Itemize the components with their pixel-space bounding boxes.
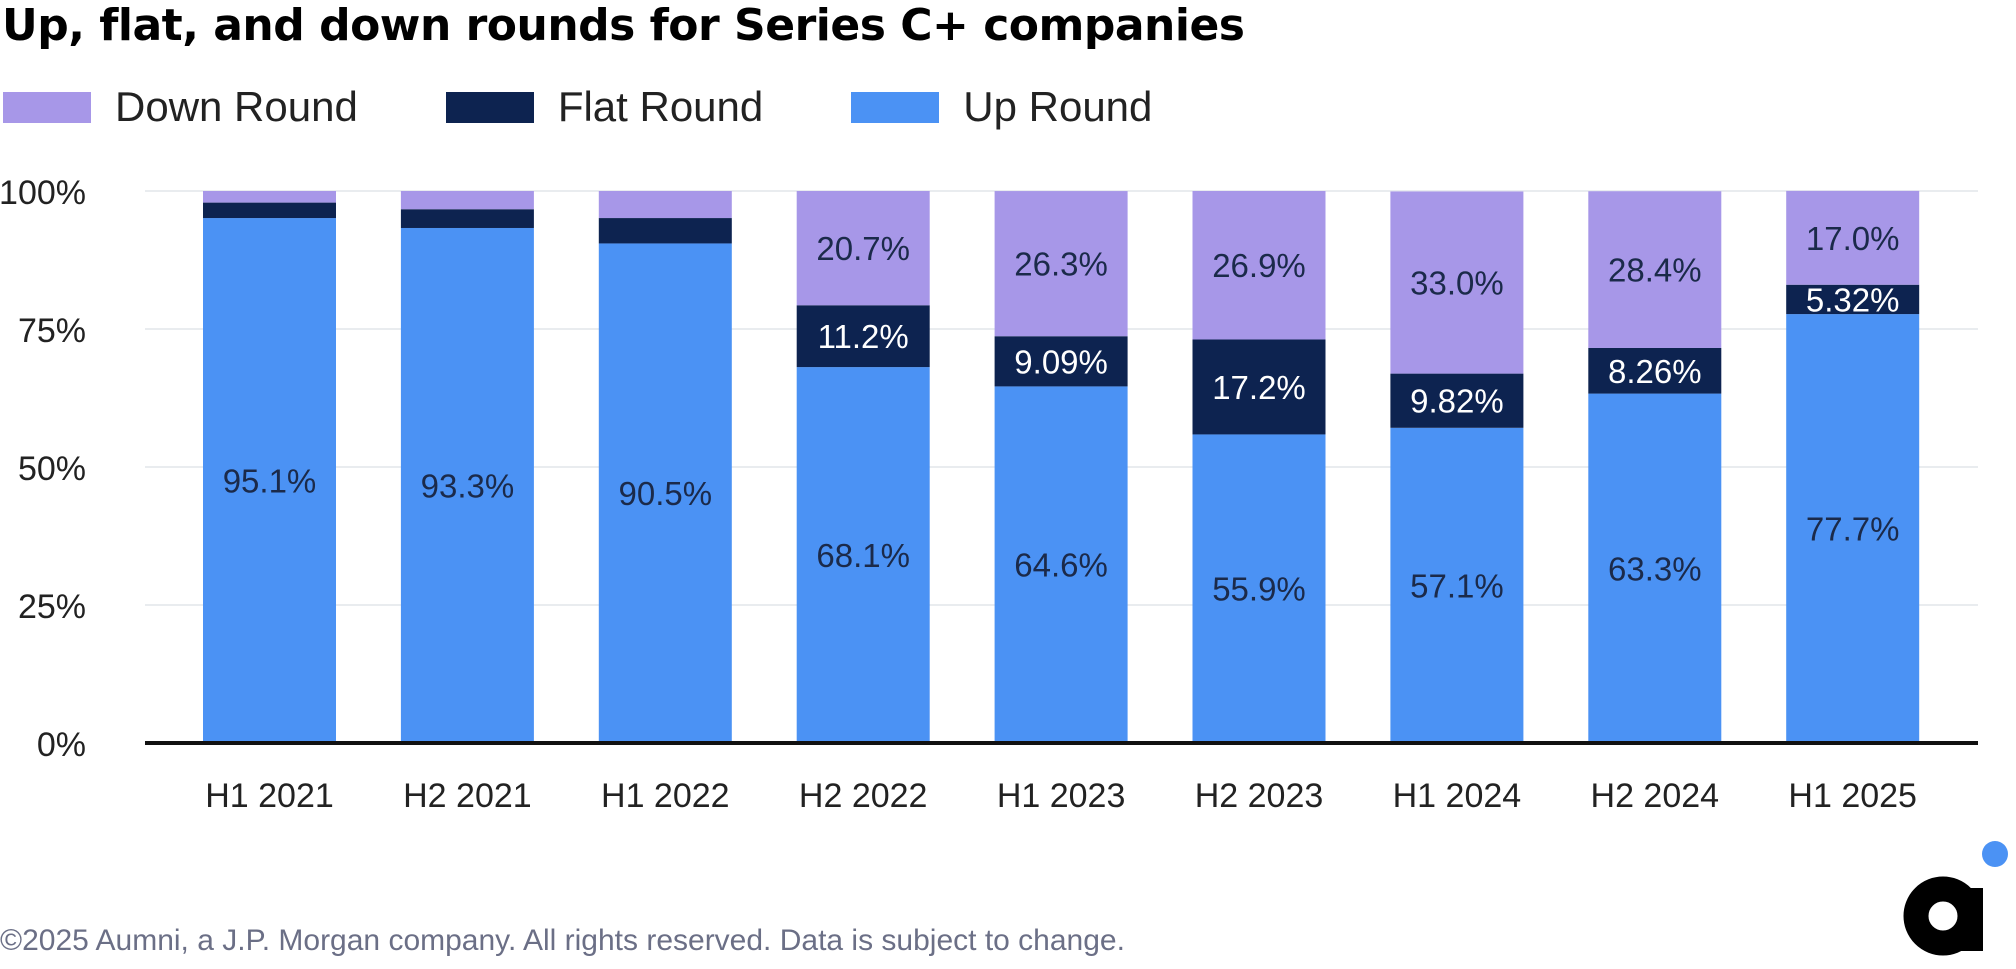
y-tick-label: 100% — [0, 174, 86, 212]
chart-title: Up, flat, and down rounds for Series C+ … — [2, 0, 1245, 51]
bar-segment-up-round — [598, 243, 732, 743]
bar-segment-flat-round — [994, 336, 1128, 387]
legend-label-flat-round: Flat Round — [557, 83, 764, 130]
bar-segment-down-round — [1192, 191, 1326, 340]
legend-swatch-flat-round — [445, 91, 534, 123]
bar-segment-flat-round — [1192, 339, 1326, 435]
legend-swatch-down-round — [3, 91, 91, 123]
data-label: 55.9% — [1212, 571, 1306, 608]
bar-segment-down-round — [598, 191, 732, 219]
legend-label-up-round: Up Round — [963, 83, 1153, 130]
bar-segment-down-round — [1588, 191, 1722, 348]
bar-segment-up-round — [994, 386, 1128, 743]
y-tick-label: 0% — [37, 726, 86, 764]
data-label: 26.3% — [1014, 246, 1108, 283]
data-label: 90.5% — [619, 475, 713, 512]
data-label: 57.1% — [1410, 567, 1504, 604]
bar-segment-down-round — [1390, 191, 1524, 374]
data-label: 93.3% — [421, 467, 515, 504]
bar-segment-flat-round — [796, 305, 930, 368]
x-tick-label: H1 2021 — [205, 777, 334, 815]
x-tick-label: H2 2022 — [799, 777, 928, 815]
bar-segment-down-round — [400, 191, 534, 210]
data-label: 33.0% — [1410, 265, 1504, 302]
bar-segment-flat-round — [598, 218, 732, 244]
legend-item-up-round: Up Round — [851, 83, 1152, 131]
legend-label-down-round: Down Round — [115, 83, 358, 130]
bar-segment-flat-round — [1786, 284, 1920, 315]
data-label: 63.3% — [1608, 550, 1702, 587]
data-label: 17.2% — [1212, 369, 1306, 406]
chart-legend: Down Round Flat Round Up Round — [3, 82, 1240, 132]
x-tick-label: H2 2021 — [403, 777, 532, 815]
data-label: 20.7% — [816, 230, 910, 267]
data-label: 9.09% — [1014, 343, 1108, 380]
y-tick-label: 50% — [18, 450, 86, 488]
logo-letter-stem — [1958, 888, 1983, 951]
logo-dot — [1982, 841, 2008, 867]
bar-segment-down-round — [203, 191, 336, 203]
y-tick-label: 75% — [18, 312, 86, 350]
x-tick-label: H1 2023 — [997, 777, 1126, 815]
bar-segment-up-round — [796, 367, 930, 743]
data-label: 26.9% — [1212, 247, 1306, 284]
bar-segment-down-round — [1786, 190, 1920, 285]
data-label: 8.26% — [1608, 353, 1702, 390]
x-tick-label: H2 2024 — [1591, 777, 1720, 815]
aumni-logo-icon — [1903, 841, 2008, 956]
data-label: 77.7% — [1806, 511, 1900, 548]
bar-segment-up-round — [1192, 434, 1326, 743]
x-tick-label: H1 2025 — [1788, 777, 1917, 815]
data-label: 11.2% — [818, 318, 909, 355]
bar-segment-up-round — [1390, 427, 1524, 743]
data-label: 64.6% — [1014, 547, 1108, 584]
data-label: 9.82% — [1410, 383, 1504, 420]
x-tick-label: H2 2023 — [1195, 777, 1324, 815]
bar-segment-flat-round — [203, 202, 336, 219]
copyright-footer: ©2025 Aumni, a J.P. Morgan company. All … — [0, 924, 1125, 957]
bar-segment-up-round — [1588, 393, 1722, 743]
legend-item-down-round: Down Round — [3, 83, 358, 131]
bar-segment-down-round — [796, 191, 930, 306]
bar-segment-up-round — [400, 227, 534, 743]
data-label: 95.1% — [223, 463, 317, 500]
bar-segment-flat-round — [400, 209, 534, 228]
y-tick-label: 25% — [18, 588, 86, 626]
data-label: 28.4% — [1608, 252, 1702, 289]
legend-item-flat-round: Flat Round — [445, 83, 764, 131]
bar-segment-up-round — [203, 218, 336, 744]
data-label: 17.0% — [1806, 220, 1900, 257]
bar-segment-down-round — [994, 191, 1128, 337]
legend-swatch-up-round — [851, 91, 940, 123]
bar-segment-up-round — [1786, 314, 1920, 743]
data-label: 5.32% — [1806, 281, 1900, 318]
bar-segment-flat-round — [1390, 373, 1524, 428]
bar-segment-flat-round — [1588, 347, 1722, 394]
x-tick-label: H1 2022 — [601, 777, 730, 815]
data-label: 68.1% — [816, 537, 910, 574]
x-tick-label: H1 2024 — [1393, 777, 1522, 815]
